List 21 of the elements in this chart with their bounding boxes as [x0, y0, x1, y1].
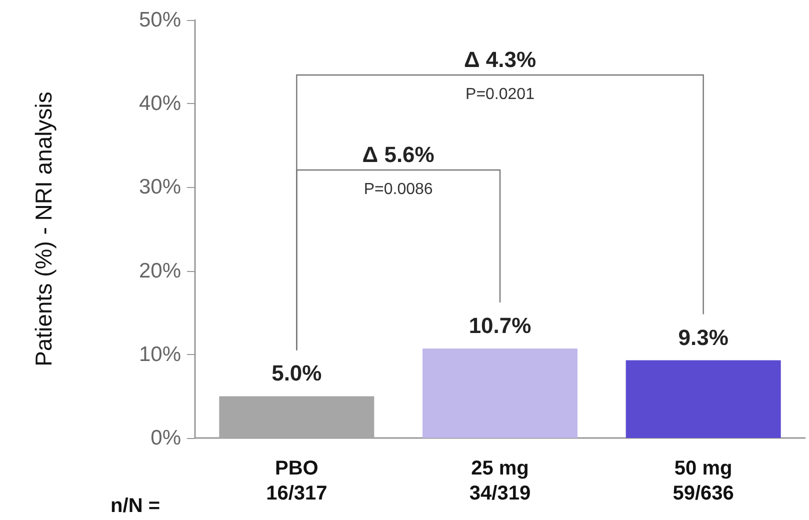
data-label: 9.3%: [678, 324, 728, 350]
annotation: Δ 5.6%: [362, 142, 434, 167]
text: n/N =: [110, 495, 160, 517]
x-tick-label: 25 mg 34/319: [469, 458, 531, 504]
y-tick-label: 10%: [138, 342, 181, 366]
y-tick-label: 20%: [138, 259, 181, 282]
y-tick-label: 0%: [150, 426, 181, 450]
annotation: P=0.0201: [466, 86, 535, 103]
bar: [422, 348, 578, 438]
y-tick-label: 40%: [138, 92, 181, 116]
y-tick-label: 50%: [138, 8, 181, 32]
x-tick-label: 50 mg 59/636: [672, 458, 734, 504]
y-axis-title: Patients (%) - NRI analysis: [30, 92, 56, 366]
bar: [219, 396, 374, 438]
data-label: 5.0%: [272, 360, 322, 386]
y-tick-label: 30%: [138, 176, 181, 199]
annotation: Δ 4.3%: [464, 47, 536, 72]
data-label: 10.7%: [468, 313, 532, 338]
annotation: P=0.0086: [364, 181, 433, 198]
x-tick-label: PBO 16/317: [266, 458, 328, 504]
bar: [626, 360, 781, 438]
